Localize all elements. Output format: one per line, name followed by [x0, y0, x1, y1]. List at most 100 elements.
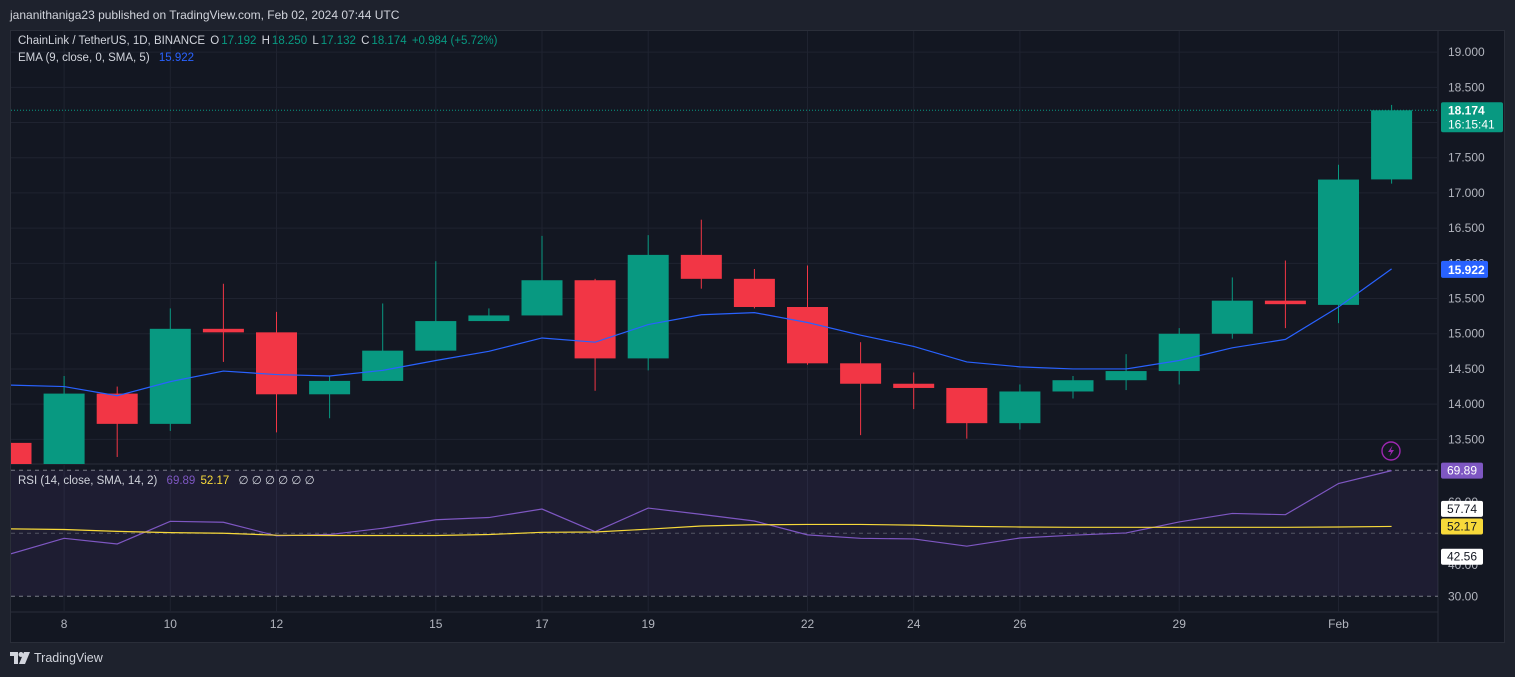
candle[interactable]: [43, 375, 85, 464]
change-value: +0.984 (+5.72%): [411, 35, 498, 47]
symbol-legend[interactable]: ChainLink / TetherUS, 1D, BINANCE O 17.19…: [18, 35, 499, 47]
price-tick-label: 14.500: [1448, 362, 1485, 376]
replay-lightning-icon[interactable]: [1381, 441, 1401, 461]
rsi-line[interactable]: [11, 470, 1392, 555]
candle[interactable]: [1211, 277, 1253, 339]
candle[interactable]: [627, 235, 669, 371]
rsi-badge-bg: [1441, 462, 1483, 479]
time-tick-label: 17: [535, 617, 549, 631]
candle-body: [1371, 110, 1413, 180]
candle[interactable]: [999, 384, 1041, 430]
candle-body: [521, 280, 563, 316]
chart-svg[interactable]: 13.50014.00014.50015.00015.50016.00016.5…: [11, 31, 1505, 643]
tradingview-brand-text: TradingView: [34, 651, 103, 665]
rsi-ma-line[interactable]: [11, 523, 1392, 537]
candle-body: [468, 315, 510, 322]
candle[interactable]: [202, 283, 244, 362]
candle[interactable]: [1052, 375, 1094, 399]
price-tick-label: 16.500: [1448, 221, 1485, 235]
open-value: 17.192: [221, 35, 257, 47]
rsi-value-badge: 69.89: [1441, 462, 1483, 479]
candle[interactable]: [1158, 328, 1200, 385]
rsi-legend-label: RSI (14, close, SMA, 14, 2): [18, 475, 158, 487]
time-tick-label: Feb: [1328, 617, 1349, 631]
close-value: 18.174: [371, 35, 407, 47]
candle-body: [415, 321, 457, 351]
price-tick-label: 18.500: [1448, 80, 1485, 94]
price-tick-label: 15.000: [1448, 327, 1485, 341]
candle-body: [893, 383, 935, 388]
candle[interactable]: [309, 375, 351, 419]
chart-panel[interactable]: 13.50014.00014.50015.00015.50016.00016.5…: [10, 30, 1505, 643]
candle[interactable]: [840, 342, 882, 436]
candle[interactable]: [11, 442, 32, 464]
rsi-badge-bg: [1441, 548, 1483, 565]
candle-body: [1318, 179, 1359, 305]
candle[interactable]: [256, 311, 297, 433]
candle[interactable]: [574, 278, 616, 391]
candle-body: [1211, 300, 1253, 334]
ema-legend[interactable]: EMA (9, close, 0, SMA, 5) 15.922: [18, 52, 196, 64]
candle[interactable]: [1318, 164, 1359, 324]
rsi-value-badge: 42.56: [1441, 548, 1483, 565]
candle-body: [840, 363, 882, 384]
candle[interactable]: [680, 219, 722, 289]
price-tick-label: 17.000: [1448, 186, 1485, 200]
candle[interactable]: [893, 372, 935, 410]
high-label: H: [261, 35, 270, 47]
candle[interactable]: [787, 265, 828, 365]
candle-body: [680, 254, 722, 279]
candle-body: [733, 278, 775, 307]
last-price-badge-bg: [1441, 102, 1503, 133]
tradingview-branding[interactable]: TradingView: [10, 651, 103, 665]
candles[interactable]: [11, 104, 1413, 464]
time-tick-label: 10: [164, 617, 178, 631]
time-tick-label: 26: [1013, 617, 1027, 631]
publisher-info: jananithaniga23 published on TradingView…: [10, 8, 400, 22]
tradingview-logo-icon: [10, 652, 30, 664]
time-tick-label: 12: [270, 617, 284, 631]
ema-line[interactable]: [11, 268, 1392, 397]
candle[interactable]: [1264, 260, 1306, 329]
candle[interactable]: [1371, 104, 1413, 184]
close-label: C: [361, 35, 370, 47]
last-price-value: 18.174: [1448, 103, 1485, 117]
candle-body: [1052, 380, 1094, 392]
time-tick-label: 19: [642, 617, 656, 631]
low-value: 17.132: [320, 35, 356, 47]
low-label: L: [312, 35, 319, 47]
candle[interactable]: [468, 308, 510, 322]
price-tick-label: 15.500: [1448, 292, 1485, 306]
candle[interactable]: [149, 308, 191, 431]
rsi-legend-value: 69.89: [166, 475, 196, 487]
candle[interactable]: [415, 261, 457, 351]
candle[interactable]: [1105, 354, 1147, 391]
top-bar: jananithaniga23 published on TradingView…: [0, 0, 1515, 30]
candle[interactable]: [946, 387, 988, 439]
time-axis-labels: 8 10 12 15 17 19 22 24 26 29 Feb: [61, 617, 1349, 631]
candle[interactable]: [521, 235, 563, 316]
candle[interactable]: [96, 386, 138, 457]
rsi-tick-label: 30.00: [1448, 589, 1478, 603]
open-label: O: [210, 35, 220, 47]
ema-badge-bg: [1441, 260, 1488, 278]
candle[interactable]: [362, 303, 404, 381]
price-tick-label: 13.500: [1448, 432, 1485, 446]
candle-body: [946, 387, 988, 424]
candle-body: [256, 332, 297, 395]
time-tick-label: 29: [1173, 617, 1187, 631]
price-tick-label: 19.000: [1448, 45, 1485, 59]
candle-body: [309, 380, 351, 395]
ema-badge-value: 15.922: [1448, 263, 1485, 277]
candle-body: [999, 391, 1041, 424]
candle-body: [574, 280, 616, 359]
bar-countdown: 16:15:41: [1448, 117, 1495, 131]
rsi-legend[interactable]: RSI (14, close, SMA, 14, 2) 69.89 52.17 …: [18, 473, 317, 487]
price-axis-ticks: 13.50014.00014.50015.00015.50016.00016.5…: [1448, 45, 1485, 446]
time-tick-label: 15: [429, 617, 443, 631]
candle[interactable]: [733, 268, 775, 309]
rsi-legend-extra: ∅ ∅ ∅ ∅ ∅ ∅: [238, 475, 315, 487]
ema-value-badge: 15.922: [1441, 260, 1488, 278]
